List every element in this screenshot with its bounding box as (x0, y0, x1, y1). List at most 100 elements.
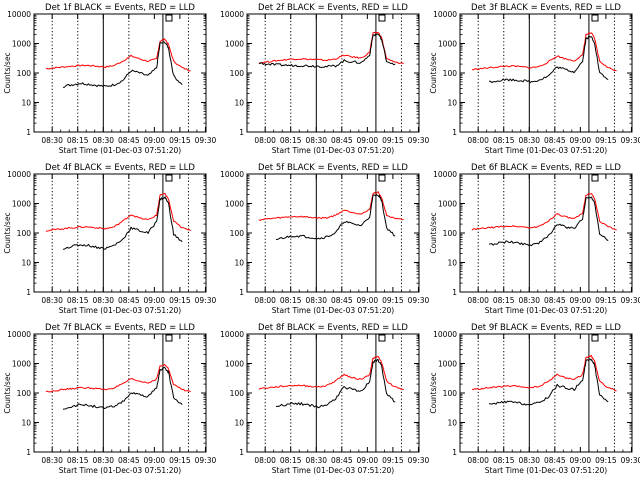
chart-title: Det 2f BLACK = Events, RED = LLD (258, 3, 408, 13)
x-tick-label: 08:00 (254, 296, 276, 305)
annotation-box (378, 174, 386, 182)
x-tick-label: 09:15 (382, 136, 404, 145)
series-line-events-black (488, 196, 609, 247)
y-tick-label: 10 (21, 419, 31, 428)
x-tick-label: 08:45 (331, 456, 353, 465)
series-line-events-black (258, 33, 396, 68)
y-tick-label: 10000 (220, 10, 244, 19)
x-tick-label: 08:30 (92, 296, 114, 305)
y-tick-label: 10 (447, 99, 457, 108)
y-tick-label: 10 (21, 99, 31, 108)
x-tick-label: 08:00 (467, 296, 489, 305)
x-tick-label: 09:15 (382, 296, 404, 305)
chart-title: Det 9f BLACK = Events, RED = LLD (471, 323, 621, 333)
x-tick-label: 08:45 (544, 136, 566, 145)
y-tick-label: 100 (230, 229, 245, 238)
chart-panel-4: Det 4f BLACK = Events, RED = LLD 1 10 100 10… (3, 163, 216, 315)
x-axis-label: Start Time (01-Dec-03 07:51:20) (485, 146, 607, 155)
x-tick-label: 08:30 (518, 296, 540, 305)
y-tick-label: 10000 (433, 170, 457, 179)
series-line-lld-red (471, 354, 617, 392)
plot-frame (33, 13, 207, 133)
x-tick-label: 08:30 (92, 456, 114, 465)
chart-title: Det 5f BLACK = Events, RED = LLD (258, 163, 408, 173)
x-tick-label: 08:00 (467, 456, 489, 465)
y-tick-label: 1000 (438, 40, 457, 49)
plot-frame (33, 173, 207, 293)
y-tick-label: 100 (443, 389, 458, 398)
chart-panel-6: Det 6f BLACK = Events, RED = LLD 1 10 100 10… (429, 163, 640, 315)
chart-panel-3: Det 3f BLACK = Events, RED = LLD 1 10 100 10… (429, 3, 640, 155)
y-tick-label: 10000 (7, 330, 31, 339)
chart-panel-2: Det 2f BLACK = Events, RED = LLD 1 10 100 10… (220, 3, 429, 155)
y-tick-label: 1 (26, 288, 31, 297)
y-tick-label: 10000 (220, 330, 244, 339)
series-line-lld-red (258, 191, 404, 221)
x-tick-label: 08:30 (305, 296, 327, 305)
annotation-box (378, 14, 386, 22)
annotation-box (591, 14, 599, 22)
series-line-events-black (62, 196, 183, 250)
series-line-events-black (62, 366, 183, 410)
x-tick-label: 08:30 (41, 456, 63, 465)
x-tick-label: 08:15 (493, 456, 515, 465)
plot-frame (459, 13, 633, 133)
plot-frame (246, 13, 420, 133)
series-line-lld-red (471, 193, 617, 231)
x-tick-label: 08:00 (254, 136, 276, 145)
y-tick-label: 1000 (225, 200, 244, 209)
y-tick-label: 1000 (12, 40, 31, 49)
x-tick-label: 08:15 (67, 456, 89, 465)
x-axis-label: Start Time (01-Dec-03 07:51:20) (272, 146, 394, 155)
x-tick-label: 08:30 (92, 136, 114, 145)
series-line-events-black (275, 193, 396, 241)
y-axis-label: Counts/sec (3, 52, 12, 93)
x-tick-label: 09:30 (621, 296, 640, 305)
y-tick-label: 100 (443, 229, 458, 238)
x-tick-label: 09:30 (621, 136, 640, 145)
y-tick-label: 10000 (433, 10, 457, 19)
x-tick-label: 08:30 (305, 456, 327, 465)
chart-panel-9: Det 9f BLACK = Events, RED = LLD 1 10 100 10… (429, 323, 640, 475)
y-tick-label: 1 (452, 128, 457, 137)
chart-title: Det 7f BLACK = Events, RED = LLD (45, 323, 195, 333)
x-tick-label: 09:30 (621, 456, 640, 465)
chart-title: Det 3f BLACK = Events, RED = LLD (471, 3, 621, 13)
x-axis-label: Start Time (01-Dec-03 07:51:20) (59, 466, 181, 475)
y-tick-label: 1000 (225, 40, 244, 49)
x-tick-label: 08:30 (518, 136, 540, 145)
chart-panel-1: Det 1f BLACK = Events, RED = LLD 1 10 100 10… (3, 3, 216, 155)
x-tick-label: 08:30 (41, 296, 63, 305)
y-tick-label: 100 (17, 69, 32, 78)
y-tick-label: 1 (239, 448, 244, 457)
y-tick-label: 10 (21, 259, 31, 268)
x-tick-label: 08:45 (544, 296, 566, 305)
series-line-lld-red (45, 38, 191, 72)
x-tick-label: 09:00 (357, 296, 379, 305)
series-line-lld-red (258, 31, 404, 65)
y-tick-label: 1 (239, 128, 244, 137)
y-tick-label: 10000 (433, 330, 457, 339)
y-axis-label: Counts/sec (3, 372, 12, 413)
chart-title: Det 1f BLACK = Events, RED = LLD (45, 3, 195, 13)
x-tick-label: 08:15 (280, 456, 302, 465)
x-tick-label: 08:30 (41, 136, 63, 145)
series-line-events-black (275, 359, 396, 409)
annotation-box (378, 334, 386, 342)
x-tick-label: 09:30 (195, 136, 217, 145)
x-tick-label: 08:45 (331, 296, 353, 305)
x-tick-label: 08:15 (493, 136, 515, 145)
x-axis-label: Start Time (01-Dec-03 07:51:20) (59, 146, 181, 155)
x-tick-label: 09:15 (169, 456, 191, 465)
x-axis-label: Start Time (01-Dec-03 07:51:20) (485, 306, 607, 315)
y-tick-label: 100 (443, 69, 458, 78)
series-line-events-black (489, 358, 609, 406)
x-tick-label: 09:15 (169, 296, 191, 305)
chart-title: Det 4f BLACK = Events, RED = LLD (45, 163, 195, 173)
x-tick-label: 09:15 (169, 136, 191, 145)
x-tick-label: 08:15 (280, 136, 302, 145)
y-tick-label: 1 (26, 128, 31, 137)
chart-panel-5: Det 5f BLACK = Events, RED = LLD 1 10 100 10… (220, 163, 429, 315)
x-tick-label: 09:00 (144, 136, 166, 145)
